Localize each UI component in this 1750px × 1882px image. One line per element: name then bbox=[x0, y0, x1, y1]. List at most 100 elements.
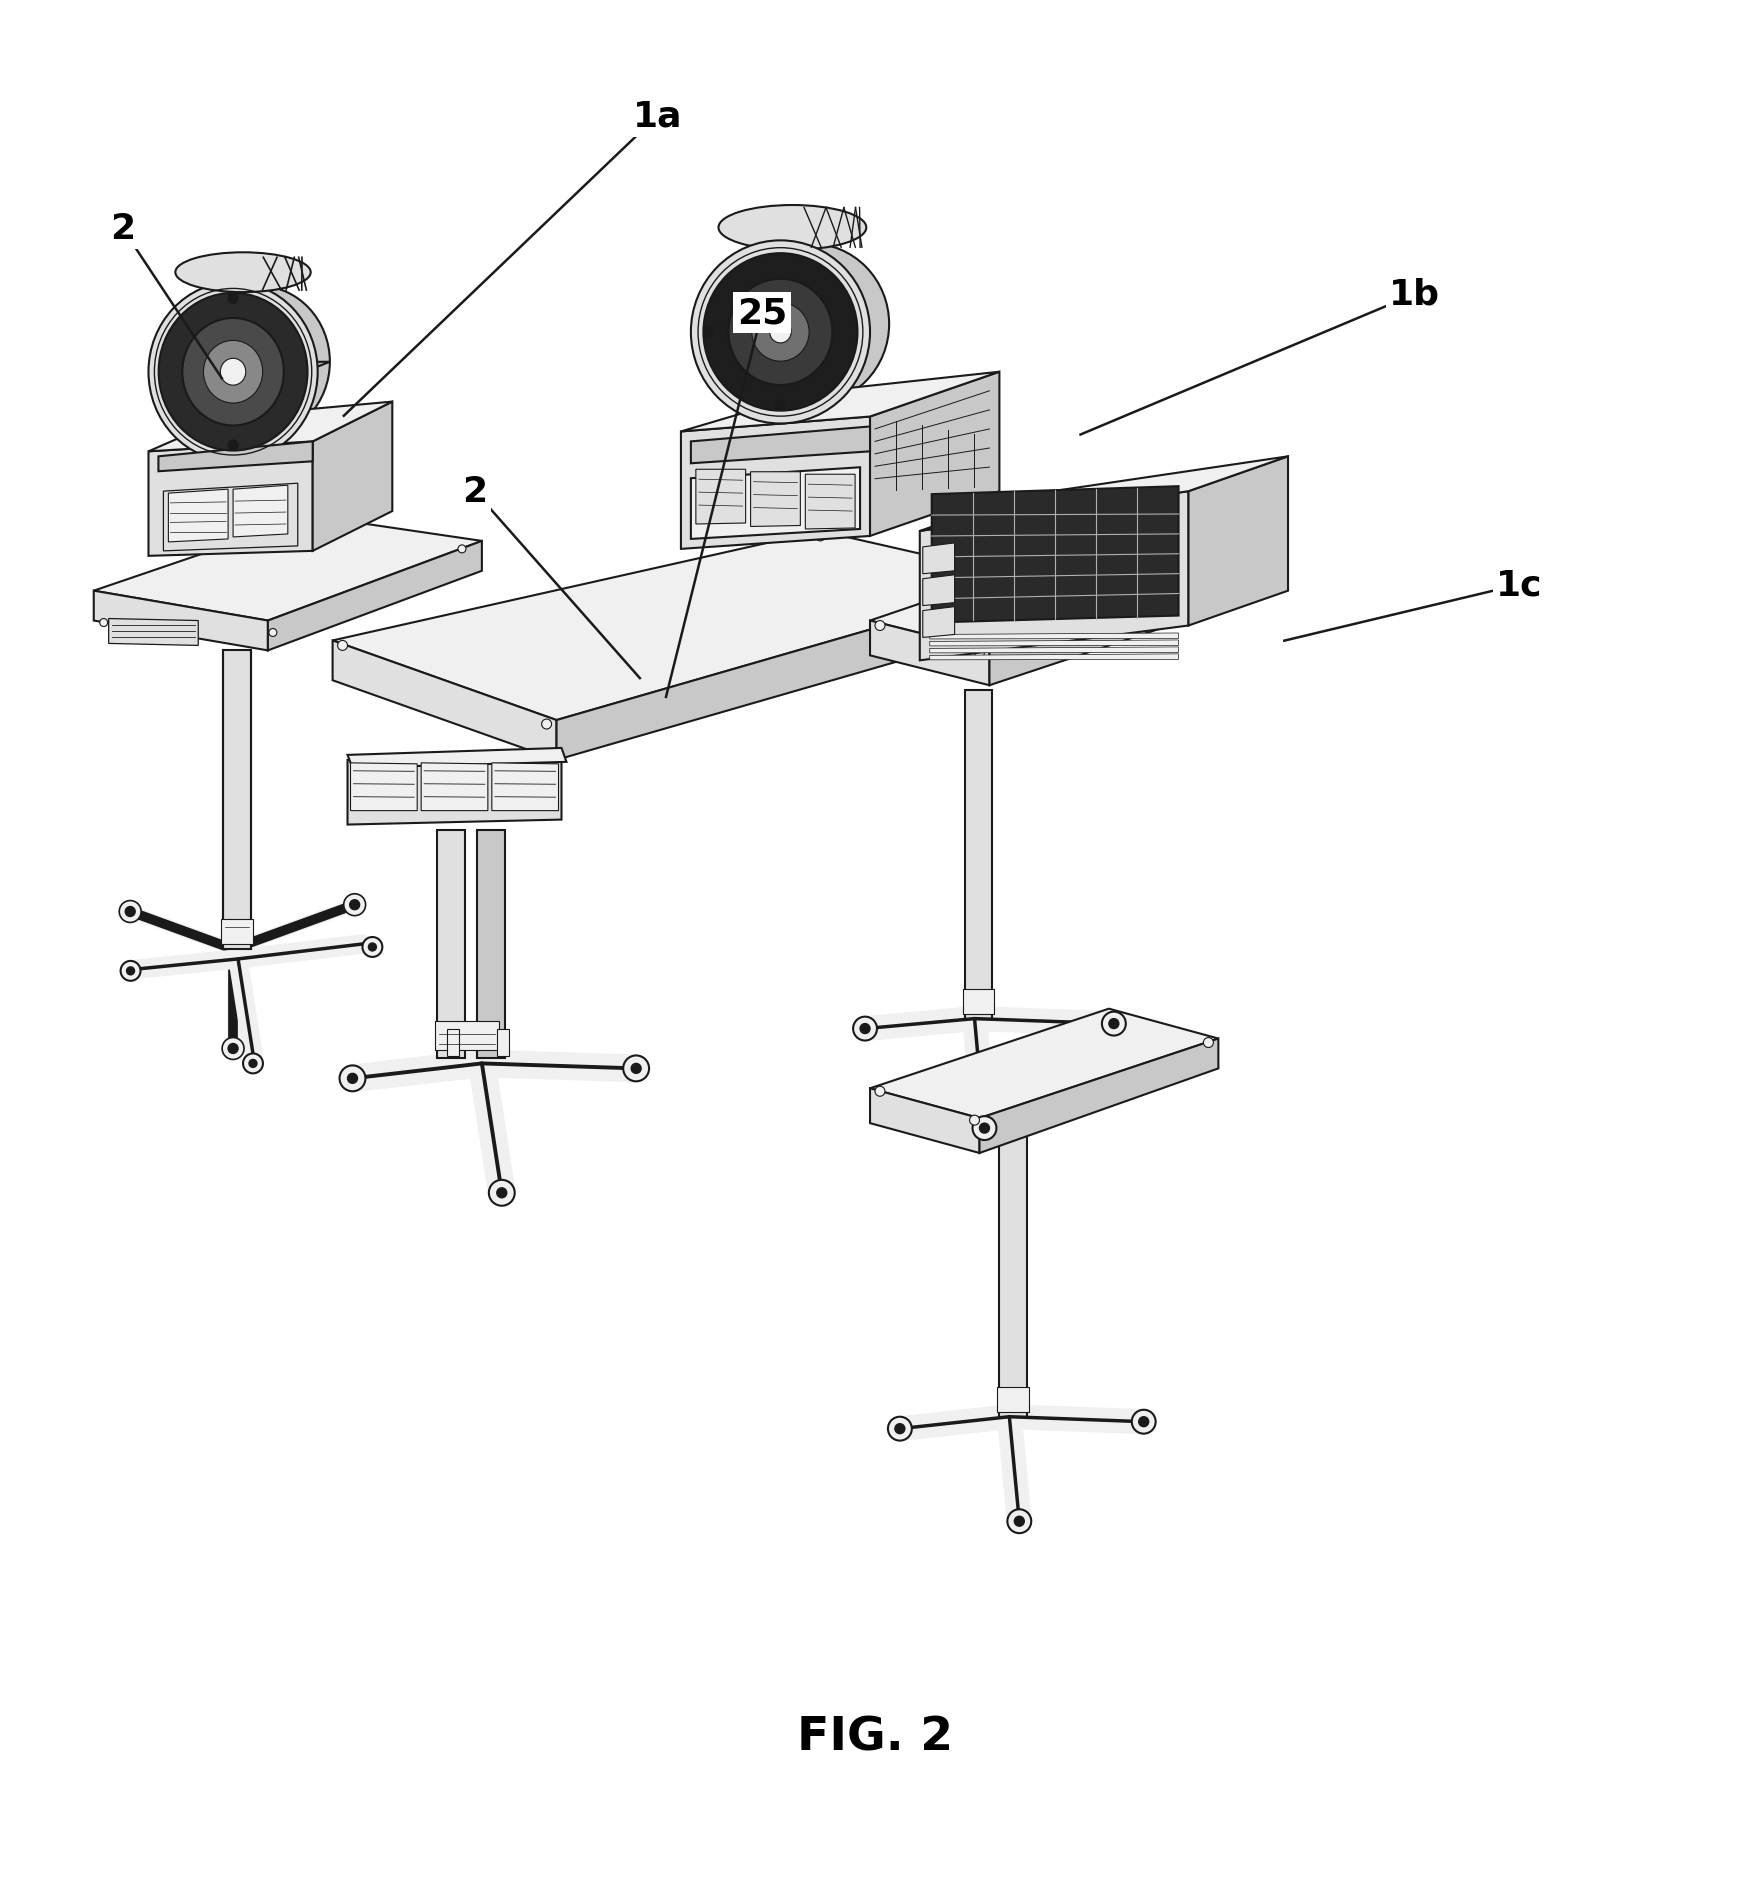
Ellipse shape bbox=[691, 241, 870, 423]
Ellipse shape bbox=[728, 280, 833, 386]
Polygon shape bbox=[870, 373, 999, 536]
Polygon shape bbox=[870, 536, 1239, 651]
Polygon shape bbox=[268, 542, 481, 651]
Circle shape bbox=[222, 1039, 243, 1060]
Ellipse shape bbox=[719, 205, 866, 250]
Polygon shape bbox=[922, 608, 954, 638]
Polygon shape bbox=[964, 691, 992, 1018]
Bar bbox=[446, 1029, 458, 1058]
Polygon shape bbox=[870, 1088, 980, 1154]
Circle shape bbox=[1223, 568, 1234, 578]
Bar bbox=[997, 1387, 1029, 1412]
Circle shape bbox=[875, 1086, 886, 1097]
Polygon shape bbox=[492, 764, 558, 811]
Circle shape bbox=[816, 533, 826, 542]
Circle shape bbox=[362, 937, 382, 958]
Circle shape bbox=[126, 907, 135, 917]
Ellipse shape bbox=[186, 286, 329, 439]
Polygon shape bbox=[478, 830, 504, 1060]
Polygon shape bbox=[929, 647, 1178, 653]
Polygon shape bbox=[931, 487, 1178, 623]
Polygon shape bbox=[929, 655, 1178, 661]
Polygon shape bbox=[691, 427, 870, 465]
Circle shape bbox=[119, 901, 142, 922]
Polygon shape bbox=[1188, 457, 1288, 627]
Ellipse shape bbox=[752, 303, 808, 361]
Circle shape bbox=[1102, 1013, 1125, 1035]
Circle shape bbox=[228, 440, 238, 452]
Ellipse shape bbox=[175, 254, 312, 294]
Circle shape bbox=[243, 1054, 262, 1075]
Circle shape bbox=[228, 294, 238, 305]
Polygon shape bbox=[108, 619, 198, 646]
Polygon shape bbox=[222, 651, 250, 949]
Circle shape bbox=[270, 629, 276, 638]
Ellipse shape bbox=[159, 294, 308, 452]
Circle shape bbox=[975, 647, 985, 659]
Circle shape bbox=[875, 621, 886, 630]
Polygon shape bbox=[681, 418, 870, 550]
Text: 1c: 1c bbox=[1496, 568, 1544, 602]
Circle shape bbox=[248, 1060, 257, 1067]
Text: 2: 2 bbox=[462, 474, 486, 508]
Polygon shape bbox=[556, 582, 1040, 760]
Polygon shape bbox=[163, 484, 298, 551]
Circle shape bbox=[1024, 582, 1034, 591]
Circle shape bbox=[488, 1180, 514, 1206]
Circle shape bbox=[1110, 1018, 1118, 1029]
Circle shape bbox=[970, 1116, 980, 1125]
Polygon shape bbox=[980, 1039, 1218, 1154]
Circle shape bbox=[228, 1045, 238, 1054]
Circle shape bbox=[623, 1056, 649, 1082]
Text: 25: 25 bbox=[737, 297, 788, 331]
Circle shape bbox=[340, 1065, 366, 1092]
Circle shape bbox=[369, 943, 376, 952]
Circle shape bbox=[775, 401, 786, 410]
Polygon shape bbox=[920, 457, 1288, 533]
Text: 1b: 1b bbox=[1390, 279, 1440, 312]
Polygon shape bbox=[332, 533, 1040, 721]
Polygon shape bbox=[348, 749, 567, 768]
Circle shape bbox=[632, 1063, 640, 1075]
Polygon shape bbox=[920, 491, 1188, 661]
Polygon shape bbox=[751, 472, 800, 527]
Polygon shape bbox=[159, 442, 313, 472]
Circle shape bbox=[704, 327, 714, 337]
Circle shape bbox=[348, 1075, 357, 1084]
Polygon shape bbox=[149, 442, 313, 557]
Circle shape bbox=[1132, 1410, 1155, 1434]
Polygon shape bbox=[929, 640, 1178, 647]
Bar bbox=[220, 920, 254, 945]
Circle shape bbox=[497, 1188, 507, 1199]
Polygon shape bbox=[313, 403, 392, 551]
Polygon shape bbox=[233, 486, 287, 538]
Polygon shape bbox=[805, 474, 856, 529]
Polygon shape bbox=[348, 755, 562, 824]
Circle shape bbox=[887, 1417, 912, 1442]
Polygon shape bbox=[696, 470, 746, 525]
Polygon shape bbox=[332, 642, 556, 760]
Polygon shape bbox=[149, 403, 392, 452]
Polygon shape bbox=[94, 591, 268, 651]
Polygon shape bbox=[438, 830, 466, 1060]
Bar bbox=[963, 990, 994, 1014]
Polygon shape bbox=[870, 1009, 1218, 1118]
Circle shape bbox=[100, 619, 108, 627]
Polygon shape bbox=[922, 544, 954, 574]
Polygon shape bbox=[691, 469, 859, 540]
Ellipse shape bbox=[770, 322, 791, 344]
Circle shape bbox=[1204, 1039, 1213, 1048]
Ellipse shape bbox=[704, 254, 858, 412]
Circle shape bbox=[852, 1016, 877, 1041]
Circle shape bbox=[126, 967, 135, 975]
Circle shape bbox=[338, 642, 348, 651]
Ellipse shape bbox=[732, 245, 889, 405]
Circle shape bbox=[973, 1116, 996, 1140]
Circle shape bbox=[121, 962, 140, 981]
Polygon shape bbox=[422, 764, 488, 811]
Bar bbox=[497, 1029, 509, 1058]
Text: FIG. 2: FIG. 2 bbox=[796, 1715, 954, 1760]
Circle shape bbox=[1008, 1509, 1031, 1534]
Polygon shape bbox=[94, 518, 481, 621]
Circle shape bbox=[541, 719, 551, 730]
